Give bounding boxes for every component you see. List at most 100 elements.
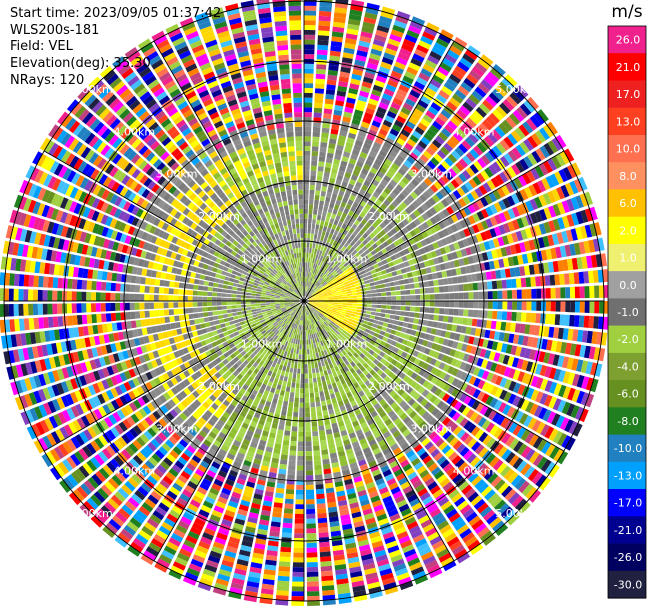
range-gate (306, 276, 308, 282)
range-gate (369, 150, 378, 158)
range-gate (337, 85, 348, 93)
range-gate (454, 232, 462, 241)
range-gate (312, 294, 318, 297)
range-gate (364, 138, 374, 146)
range-gate (380, 97, 391, 106)
range-gate (321, 273, 326, 279)
range-gate (309, 282, 312, 288)
range-gate (417, 215, 425, 224)
range-gate (278, 570, 290, 577)
range-gate (326, 290, 332, 294)
range-gate (309, 262, 312, 268)
range-gate (378, 150, 388, 158)
range-gate (319, 546, 331, 553)
range-gate (383, 252, 390, 259)
range-gate (390, 254, 397, 261)
range-gate (413, 209, 421, 218)
range-gate (449, 301, 455, 308)
range-gate (318, 284, 323, 289)
range-gate (327, 69, 338, 76)
range-gate (315, 68, 326, 75)
range-gate (568, 272, 575, 285)
range-gate (306, 293, 311, 298)
range-gate (396, 301, 401, 306)
range-gate (323, 385, 328, 391)
range-gate (443, 285, 449, 293)
range-gate (433, 279, 439, 286)
range-gate (367, 297, 372, 301)
range-gate (287, 474, 295, 480)
range-gate (319, 250, 323, 256)
range-gate (603, 301, 609, 314)
range-gate (324, 242, 329, 248)
range-gate (402, 322, 409, 328)
range-gate (335, 95, 346, 102)
range-gate (441, 238, 449, 246)
range-gate (289, 445, 297, 451)
range-gate (486, 320, 492, 329)
range-gate (515, 144, 526, 157)
range-gate (276, 483, 285, 489)
range-gate (370, 124, 379, 133)
range-gate (352, 295, 358, 298)
range-gate (361, 147, 370, 155)
range-gate (317, 270, 321, 276)
range-gate (444, 245, 451, 254)
range-gate (413, 81, 426, 91)
range-gate (348, 227, 355, 234)
range-gate (383, 278, 390, 283)
range-gate (306, 489, 315, 495)
range-gate (365, 242, 372, 249)
range-gate (569, 180, 579, 195)
range-gate (383, 187, 392, 195)
range-gate (393, 320, 399, 326)
range-gate (311, 421, 318, 427)
range-gate (319, 195, 326, 202)
range-gate (523, 138, 534, 151)
range-gate (342, 298, 348, 301)
range-gate (347, 162, 355, 170)
range-gate (438, 131, 449, 142)
range-gate (476, 273, 482, 281)
range-gate (305, 484, 314, 490)
range-gate (514, 243, 522, 254)
range-gate (335, 149, 343, 156)
range-gate (317, 35, 330, 41)
range-gate (305, 393, 310, 398)
range-gate (488, 192, 498, 203)
range-gate (501, 77, 514, 90)
range-gate (319, 285, 324, 290)
range-gate (332, 114, 342, 121)
range-gate (335, 199, 342, 206)
range-gate (323, 283, 329, 288)
range-gate (330, 41, 343, 48)
range-gate (477, 282, 483, 291)
range-gate (403, 198, 411, 206)
range-gate (356, 99, 367, 107)
range-gate (315, 244, 319, 250)
range-gate (312, 284, 316, 289)
range-gate (472, 309, 479, 318)
range-gate (398, 133, 408, 142)
range-gate (307, 591, 320, 597)
range-gate (450, 268, 457, 276)
range-gate (401, 210, 409, 218)
range-gate (279, 390, 285, 396)
range-gate (444, 53, 458, 64)
range-gate (465, 166, 476, 177)
range-gate (324, 390, 330, 396)
range-gate (468, 215, 476, 225)
range-gate (336, 195, 343, 202)
range-gate (551, 137, 563, 151)
range-gate (305, 267, 308, 272)
range-gate (463, 77, 476, 89)
range-gate (394, 61, 406, 70)
range-gate (408, 317, 415, 323)
range-gate (418, 40, 431, 50)
range-gate (515, 230, 524, 242)
range-gate (422, 31, 436, 41)
range-gate (447, 120, 458, 131)
range-gate (542, 124, 554, 138)
range-gate (304, 25, 316, 31)
range-gate (367, 274, 373, 280)
